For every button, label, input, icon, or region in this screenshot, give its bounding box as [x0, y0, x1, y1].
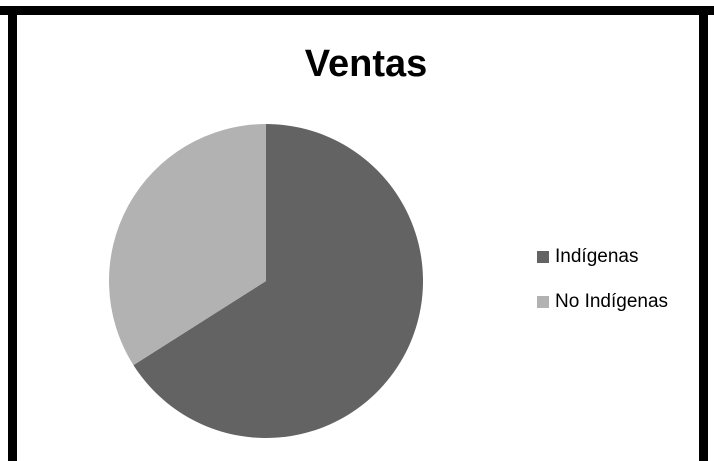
legend-label: Indígenas: [555, 246, 638, 267]
pie-slice: [109, 124, 266, 366]
legend-label: No Indígenas: [555, 291, 668, 312]
frame-left: [8, 6, 17, 461]
frame-top: [0, 6, 714, 15]
chart-title: Ventas: [305, 43, 428, 85]
frame-right: [699, 6, 708, 461]
legend-swatch: [537, 251, 549, 263]
legend-swatch: [537, 296, 549, 308]
pie-slice: [133, 124, 424, 439]
